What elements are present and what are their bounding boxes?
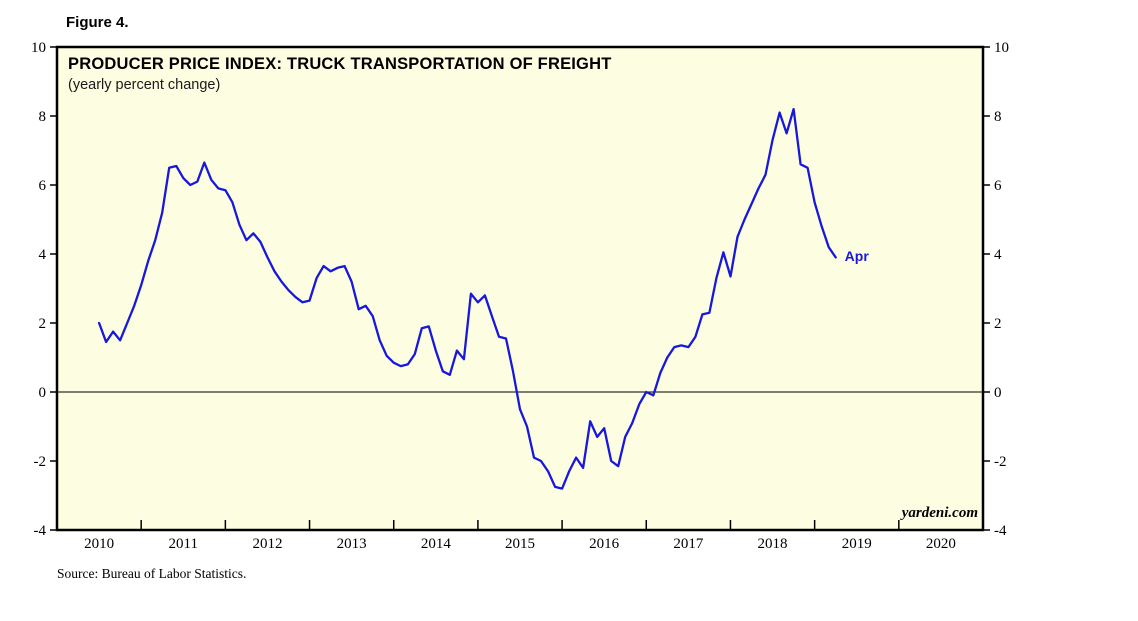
x-axis-year-label: 2012 — [252, 536, 282, 552]
y-axis-tick-label-right: 0 — [994, 385, 1002, 401]
chart-subtitle: (yearly percent change) — [68, 77, 221, 93]
y-axis-tick-label-left: -2 — [34, 454, 47, 470]
x-axis-year-label: 2018 — [758, 536, 788, 552]
x-axis-year-label: 2014 — [421, 536, 452, 552]
x-axis-year-label: 2020 — [926, 536, 956, 552]
y-axis-tick-label-left: -4 — [34, 523, 47, 539]
y-axis-tick-label-right: 8 — [994, 109, 1002, 125]
y-axis-tick-label-left: 10 — [31, 40, 46, 56]
x-axis-year-label: 2013 — [337, 536, 367, 552]
y-axis-tick-label-left: 8 — [39, 109, 47, 125]
figure-label: Figure 4. — [66, 14, 129, 31]
x-axis-year-label: 2019 — [842, 536, 872, 552]
last-point-annotation: Apr — [844, 248, 869, 265]
watermark-yardeni: yardeni.com — [901, 505, 978, 521]
y-axis-tick-label-right: -2 — [994, 454, 1007, 470]
y-axis-tick-label-left: 0 — [39, 385, 47, 401]
y-axis-tick-label-right: -4 — [994, 523, 1007, 539]
plot-border — [55, 45, 985, 532]
x-axis-year-label: 2015 — [505, 536, 535, 552]
ppi-truck-series-line — [97, 107, 837, 490]
y-axis-tick-label-right: 6 — [994, 178, 1002, 194]
y-axis-tick-label-right: 10 — [994, 40, 1009, 56]
y-axis-tick-label-left: 2 — [39, 316, 47, 332]
y-axis-tick-label-left: 4 — [39, 247, 47, 263]
source-note: Source: Bureau of Labor Statistics. — [57, 566, 247, 581]
y-axis-tick-label-right: 4 — [994, 247, 1002, 263]
y-axis-tick-label-left: 6 — [39, 178, 47, 194]
y-axis-tick-label-right: 2 — [994, 316, 1002, 332]
x-axis-year-label: 2010 — [84, 536, 114, 552]
x-axis-year-label: 2016 — [589, 536, 620, 552]
plot-background — [57, 47, 983, 530]
chart-title: PRODUCER PRICE INDEX: TRUCK TRANSPORTATI… — [68, 55, 612, 73]
x-axis-year-label: 2017 — [673, 536, 704, 552]
x-axis-year-label: 2011 — [169, 536, 198, 552]
